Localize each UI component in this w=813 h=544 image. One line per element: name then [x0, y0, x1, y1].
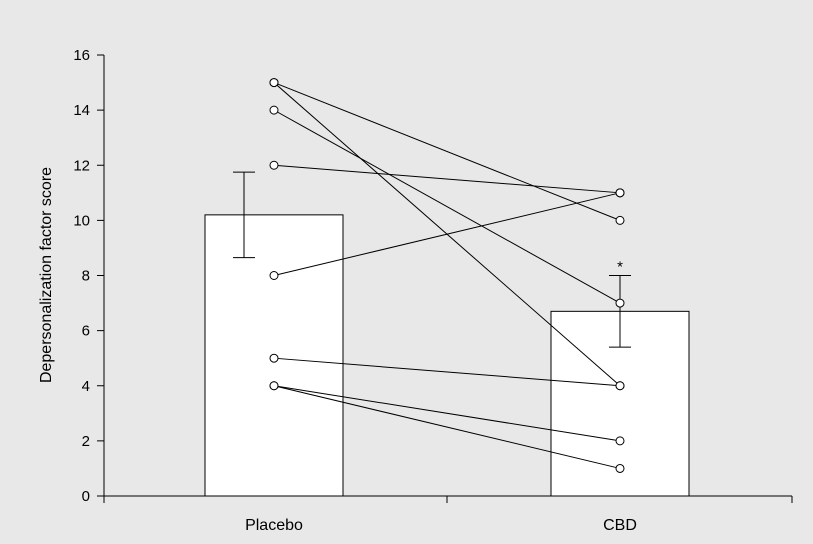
point-placebo: [269, 105, 279, 115]
y-tick-label: 16: [73, 47, 90, 64]
y-tick-label: 10: [73, 212, 90, 229]
point-placebo: [269, 160, 279, 170]
y-tick-label: 8: [82, 268, 90, 285]
point-cbd: [615, 463, 625, 473]
paired-line: [273, 357, 621, 387]
bars-layer: [204, 214, 690, 497]
paired-line: [273, 385, 621, 469]
point-placebo: [269, 381, 279, 391]
y-axis-title: Depersonalization factor score: [38, 167, 55, 383]
paired-lines-layer: [273, 82, 621, 469]
paired-line: [273, 192, 621, 276]
x-category-label: Placebo: [245, 517, 303, 534]
axes-layer: [97, 54, 793, 503]
paired-line: [273, 82, 621, 221]
error-bars-layer: [233, 171, 631, 348]
y-tick-label: 6: [82, 323, 90, 340]
point-cbd: [615, 298, 625, 308]
paired-line: [273, 109, 621, 304]
point-placebo: [269, 353, 279, 363]
point-placebo: [269, 271, 279, 280]
significance-marker: *: [617, 259, 623, 276]
point-cbd: [615, 215, 625, 225]
y-tick-label: 4: [82, 378, 90, 395]
points-layer: [269, 78, 625, 473]
y-tick-label: 12: [73, 157, 90, 174]
error-bar-placebo: [233, 171, 255, 259]
paired-line: [273, 164, 621, 194]
y-tick-label: 14: [73, 102, 90, 119]
point-cbd: [615, 436, 625, 446]
x-category-label: CBD: [603, 517, 637, 534]
point-placebo: [269, 78, 279, 88]
paired-line: [273, 385, 621, 442]
point-cbd: [615, 381, 625, 391]
y-tick-label: 0: [82, 488, 90, 505]
point-cbd: [615, 188, 625, 198]
y-tick-label: 2: [82, 433, 90, 450]
error-bar-cbd: [609, 275, 631, 348]
labels-layer: * 0 2 4 6 8 10 12 14 16 Placebo CBD: [73, 47, 637, 534]
